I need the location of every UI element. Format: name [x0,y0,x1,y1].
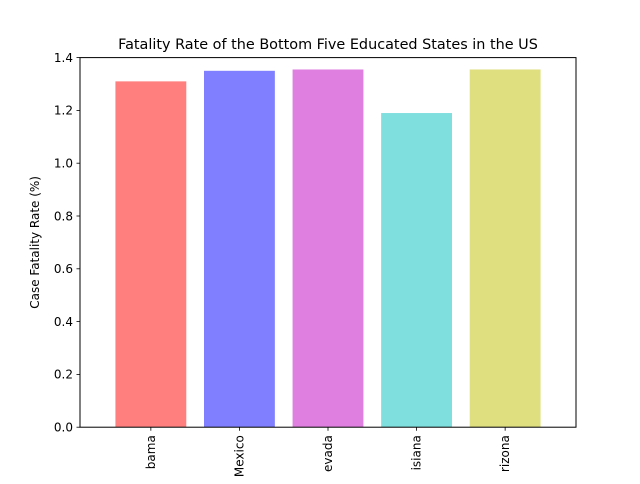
bar-3 [381,113,452,428]
bar-2 [292,69,364,428]
x-tick-label-2: evada [321,435,335,472]
bars-layer [115,69,541,428]
y-tick-label-0: 0.0 [54,421,73,435]
y-axis: 0.0 0.2 0.4 0.6 0.8 1.0 1.2 1.4 [54,51,80,435]
y-tick-label-4: 0.8 [54,209,73,223]
y-tick-label-1: 0.2 [54,368,73,382]
y-tick-label-2: 0.4 [54,315,73,329]
plot-frame [79,57,577,428]
y-tick-label-5: 1.0 [54,157,73,171]
x-axis: bama Mexico evada isiana rizona [144,427,512,477]
y-tick-label-7: 1.4 [54,51,73,65]
y-tick-label-6: 1.2 [54,104,73,118]
x-tick-label-1: Mexico [232,435,246,477]
y-axis-label: Case Fatality Rate (%) [28,176,42,309]
bar-4 [469,69,541,428]
bar-1 [204,70,275,428]
y-tick-label-3: 0.6 [54,262,73,276]
x-tick-label-3: isiana [410,435,424,470]
chart-title: Fatality Rate of the Bottom Five Educate… [118,37,538,53]
bar-0 [115,81,187,428]
x-tick-label-4: rizona [498,435,512,472]
x-tick-label-0: bama [144,435,158,469]
